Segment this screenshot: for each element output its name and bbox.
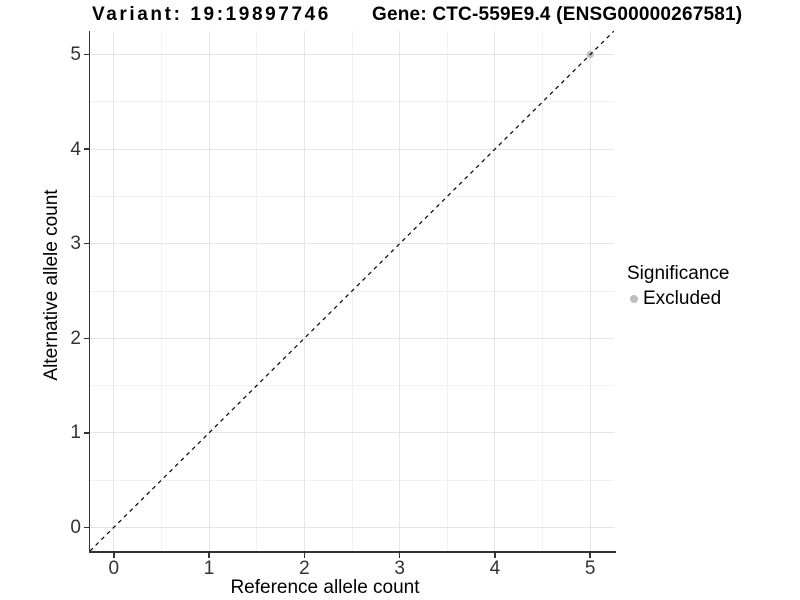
gridline-major-vertical [303,31,305,551]
x-tick-mark [208,552,210,558]
y-tick-mark [83,337,89,340]
x-axis-line [88,551,616,553]
y-tick-label: 5 [70,44,81,66]
legend-entry-label: Excluded [643,288,722,309]
gridline-major-horizontal [90,432,614,434]
y-tick-label: 0 [70,516,81,538]
gridline-major-vertical [494,31,496,551]
x-tick-mark [113,552,115,558]
y-tick-mark [83,148,89,150]
gridline-major-vertical [208,31,210,551]
gridline-minor-horizontal [90,479,614,481]
gridline-major-vertical [113,31,115,551]
x-tick-label: 5 [584,558,596,579]
gridline-minor-horizontal [90,195,614,197]
x-tick-label: 0 [108,558,120,579]
y-tick-mark [83,526,89,529]
x-tick-mark [398,552,401,558]
plot-panel [90,31,614,551]
legend-point-icon [630,294,638,303]
x-tick-label: 4 [489,558,501,579]
gridline-major-horizontal [90,243,614,245]
x-tick-label: 3 [394,558,405,579]
gridline-major-vertical [399,31,401,551]
gridline-major-horizontal [90,148,614,150]
y-tick-label: 4 [70,138,81,160]
plot-title-gene: Gene: CTC-559E9.4 (ENSG00000267581) [372,4,743,25]
y-tick-label: 3 [70,233,81,255]
y-tick-mark [83,242,89,245]
gridline-major-horizontal [90,54,614,56]
x-tick-mark [589,552,591,558]
x-tick-mark [494,552,496,558]
legend-title: Significance [627,263,730,284]
gridline-major-horizontal [90,337,614,339]
gridline-major-vertical [589,31,591,551]
gridline-minor-horizontal [90,101,614,103]
y-tick-mark [83,432,89,434]
x-axis-title: Reference allele count [230,577,420,598]
x-tick-label: 1 [203,558,215,579]
plot-canvas [90,31,614,551]
y-tick-label: 1 [70,422,81,444]
y-tick-label: 2 [70,327,81,349]
gridline-minor-horizontal [90,385,614,387]
identity-line [90,31,614,551]
legend-entry: Excluded [627,287,729,310]
legend: Significance Excluded [627,262,729,310]
plot-title-variant: Variant: 19:19897746 [92,4,331,25]
y-axis-line [88,31,90,553]
y-tick-mark [83,53,89,56]
x-tick-mark [303,552,306,558]
x-tick-label: 2 [299,558,310,579]
gridline-major-horizontal [90,526,614,528]
y-axis-title: Alternative allele count [41,189,62,381]
